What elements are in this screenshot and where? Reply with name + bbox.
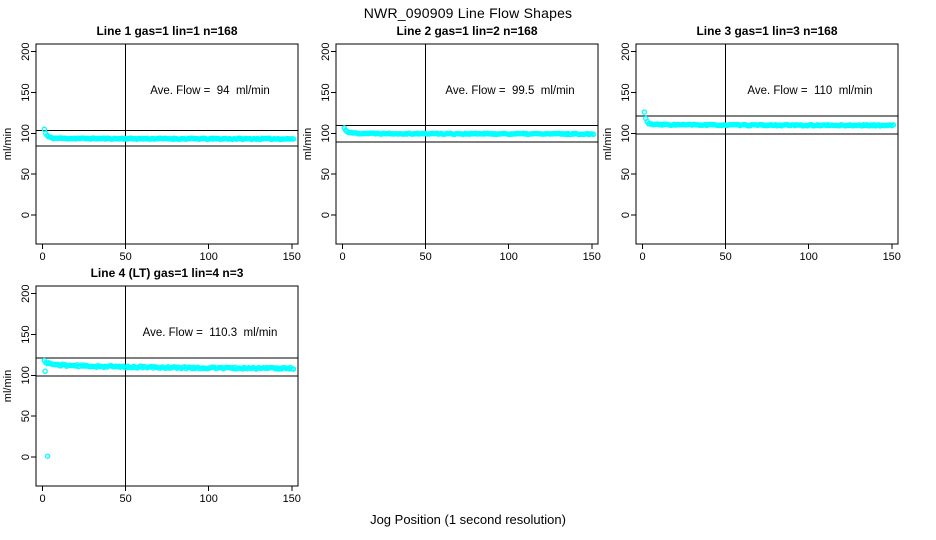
y-tick-label: 50	[320, 168, 332, 180]
data-point	[290, 136, 297, 142]
plot-box	[35, 43, 299, 245]
y-tick-label: 0	[320, 212, 332, 218]
x-tick-label: 100	[500, 251, 518, 263]
y-tick-label: 100	[320, 124, 332, 142]
y-tick-label: 0	[20, 454, 32, 460]
ave-flow-annotation-line3: Ave. Flow = 110 ml/min	[747, 85, 873, 97]
subplot-title-line3: Line 3 gas=1 lin=3 n=168	[696, 24, 838, 38]
figure-title: NWR_090909 Line Flow Shapes	[363, 5, 573, 21]
y-tick-label: 0	[620, 212, 632, 218]
flow-data-points	[41, 357, 297, 459]
y-tick-label: 150	[320, 83, 332, 101]
x-tick-label: 0	[340, 251, 346, 263]
y-tick-label: 150	[20, 83, 32, 101]
x-tick-label: 50	[120, 493, 132, 505]
y-tick-label: 200	[620, 43, 632, 61]
y-tick-label: 50	[620, 168, 632, 180]
plot-panel-1: 0 50 100 150 200 0 50 100 150	[20, 43, 301, 263]
data-point	[641, 109, 648, 115]
plot-panel-4: 0 50 100 150 200 0 50 100 150	[20, 285, 301, 505]
x-tick-label: 100	[800, 251, 818, 263]
subplot-title-line4: Line 4 (LT) gas=1 lin=4 n=3	[90, 266, 244, 280]
x-tick-label: 100	[200, 251, 218, 263]
plot-box	[35, 285, 299, 487]
flow-data-points	[641, 109, 897, 129]
x-tick-label: 150	[583, 251, 601, 263]
x-axis-caption: Jog Position (1 second resolution)	[370, 512, 566, 527]
outlier-point	[44, 453, 51, 459]
y-tick-label: 100	[20, 124, 32, 142]
x-tick-label: 50	[120, 251, 132, 263]
x-tick-label: 150	[283, 493, 301, 505]
x-tick-label: 0	[40, 493, 46, 505]
x-tick-label: 150	[283, 251, 301, 263]
flow-data-points	[341, 125, 597, 138]
y-tick-label: 50	[20, 410, 32, 422]
y-tick-label: 150	[620, 83, 632, 101]
flow-data-points	[41, 126, 297, 143]
ave-flow-annotation-line1: Ave. Flow = 94 ml/min	[150, 85, 270, 97]
y-tick-label: 100	[620, 124, 632, 142]
x-tick-label: 50	[720, 251, 732, 263]
data-point	[590, 131, 597, 138]
plot-box	[635, 43, 899, 245]
data-point	[290, 366, 297, 372]
y-tick-label: 50	[20, 168, 32, 180]
plot-panel-2: 0 50 100 150 200 0 50 100 150	[320, 43, 601, 263]
y-tick-label: 150	[20, 325, 32, 343]
y-tick-label: 200	[20, 43, 32, 61]
x-tick-label: 0	[640, 251, 646, 263]
y-tick-label: 200	[20, 285, 32, 303]
ave-flow-annotation-line4: Ave. Flow = 110.3 ml/min	[142, 327, 278, 339]
x-tick-label: 100	[200, 493, 218, 505]
x-tick-label: 50	[420, 251, 432, 263]
ave-flow-annotation-line2: Ave. Flow = 99.5 ml/min	[445, 85, 575, 97]
subplot-title-line1: Line 1 gas=1 lin=1 n=168	[96, 24, 238, 38]
subplot-title-line2: Line 2 gas=1 lin=2 n=168	[396, 24, 538, 38]
data-point	[890, 122, 897, 128]
x-tick-label: 150	[883, 251, 901, 263]
y-tick-label: 100	[20, 366, 32, 384]
y-tick-label: 0	[20, 212, 32, 218]
outlier-point	[42, 368, 48, 375]
plot-panel-3: 0 50 100 150 200 0 50 100 150	[620, 43, 901, 263]
plot-box	[335, 43, 599, 245]
y-tick-label: 200	[320, 43, 332, 61]
x-tick-label: 0	[40, 251, 46, 263]
